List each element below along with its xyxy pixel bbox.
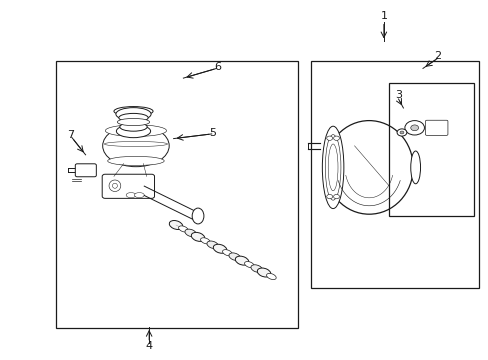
Text: 2: 2 — [433, 51, 440, 61]
Ellipse shape — [105, 125, 166, 136]
Ellipse shape — [436, 124, 443, 131]
Ellipse shape — [333, 136, 339, 140]
Ellipse shape — [257, 268, 270, 277]
Bar — [310, 61, 478, 288]
Ellipse shape — [200, 238, 210, 244]
Ellipse shape — [116, 125, 150, 138]
Ellipse shape — [120, 122, 147, 131]
Ellipse shape — [109, 180, 121, 192]
Ellipse shape — [396, 129, 406, 136]
Text: 3: 3 — [394, 90, 401, 100]
Text: 6: 6 — [214, 62, 221, 72]
Ellipse shape — [250, 265, 262, 273]
Ellipse shape — [404, 121, 424, 135]
Ellipse shape — [107, 156, 164, 166]
Ellipse shape — [427, 123, 435, 132]
Ellipse shape — [213, 244, 226, 253]
Ellipse shape — [104, 141, 167, 147]
Ellipse shape — [222, 249, 232, 256]
Text: 5: 5 — [209, 128, 216, 138]
Ellipse shape — [325, 135, 340, 200]
Ellipse shape — [235, 256, 248, 265]
Ellipse shape — [191, 233, 204, 241]
Ellipse shape — [322, 126, 343, 208]
Ellipse shape — [410, 151, 420, 184]
Ellipse shape — [244, 261, 254, 268]
Ellipse shape — [266, 273, 276, 280]
Ellipse shape — [116, 108, 151, 121]
Text: 7: 7 — [67, 130, 74, 140]
Ellipse shape — [178, 226, 188, 232]
FancyBboxPatch shape — [75, 164, 96, 177]
Ellipse shape — [184, 229, 196, 237]
Ellipse shape — [114, 107, 153, 116]
Ellipse shape — [134, 193, 144, 198]
Ellipse shape — [112, 183, 117, 188]
Ellipse shape — [102, 125, 169, 167]
Ellipse shape — [169, 221, 183, 229]
Ellipse shape — [82, 167, 90, 174]
Ellipse shape — [192, 208, 203, 224]
Ellipse shape — [327, 144, 337, 191]
FancyBboxPatch shape — [425, 120, 447, 135]
Ellipse shape — [325, 121, 412, 214]
Bar — [388, 83, 473, 216]
Ellipse shape — [326, 136, 332, 140]
Ellipse shape — [399, 131, 403, 134]
Text: 1: 1 — [380, 11, 386, 21]
Bar — [56, 61, 298, 328]
Ellipse shape — [117, 118, 149, 126]
Ellipse shape — [126, 193, 136, 198]
FancyBboxPatch shape — [102, 174, 154, 198]
Ellipse shape — [333, 194, 339, 199]
Ellipse shape — [119, 113, 148, 122]
Ellipse shape — [228, 253, 240, 261]
Ellipse shape — [326, 194, 332, 199]
Ellipse shape — [206, 241, 218, 249]
Ellipse shape — [410, 125, 418, 131]
Text: 4: 4 — [145, 341, 152, 351]
